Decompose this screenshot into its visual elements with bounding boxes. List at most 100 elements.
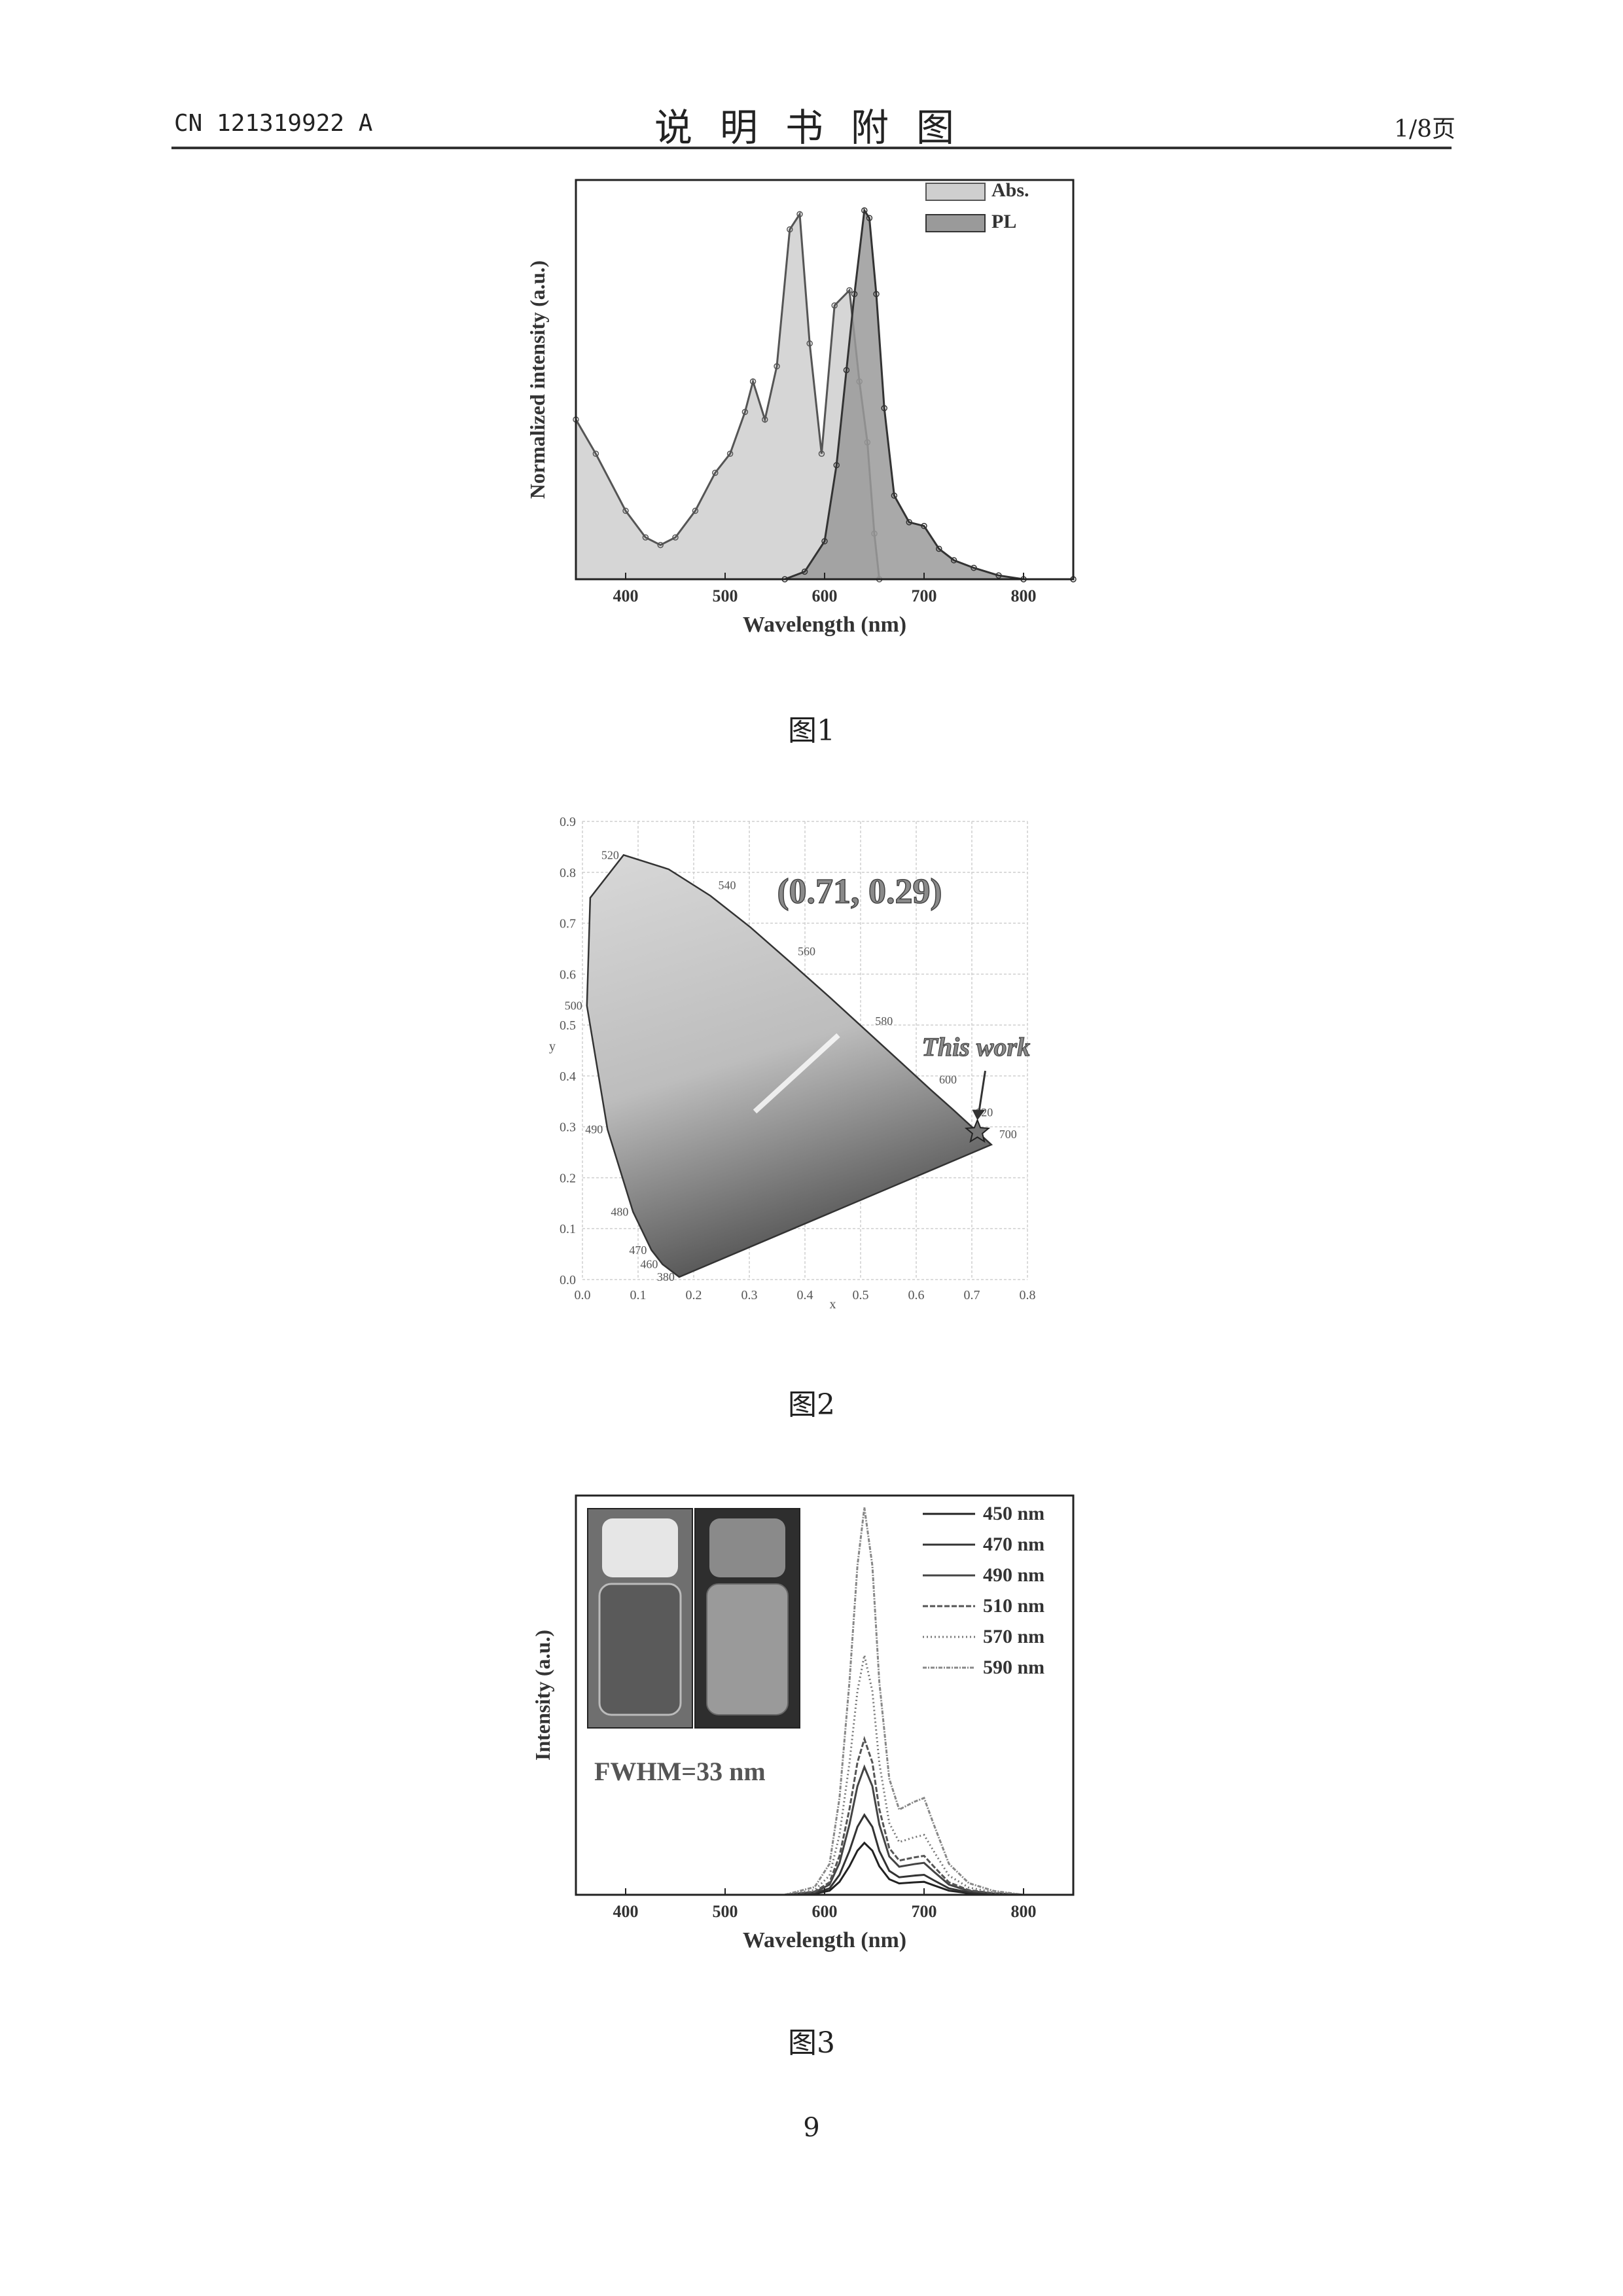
wavelength-label: 600 bbox=[939, 1073, 957, 1086]
figure-3-pl-spectra-chart: 400 500 600 700 800 Wavelength (nm) Intensity … bbox=[531, 1494, 1075, 1952]
inset-vial-photos bbox=[587, 1508, 800, 1729]
x-tick-label: 500 bbox=[713, 1902, 738, 1921]
y-tick-label: 0.3 bbox=[560, 1121, 576, 1135]
data-point bbox=[833, 461, 840, 469]
legend-swatch bbox=[925, 183, 986, 201]
wavelength-label: 540 bbox=[719, 879, 736, 892]
coordinate-annotation: (0.71, 0.29) bbox=[777, 871, 942, 910]
color-coordinate-star bbox=[964, 1118, 991, 1143]
legend-label: Abs. bbox=[991, 179, 1029, 201]
x-tick-label: 0.5 bbox=[853, 1288, 869, 1302]
spectral-locus bbox=[586, 853, 993, 1278]
data-point bbox=[762, 416, 768, 423]
data-point bbox=[774, 363, 780, 370]
series-line-470-nm bbox=[785, 1813, 1073, 1896]
data-point bbox=[995, 572, 1002, 579]
figure-1-caption: 图1 bbox=[788, 714, 835, 747]
data-point bbox=[950, 557, 957, 564]
data-point bbox=[749, 378, 757, 385]
x-tick-label: 700 bbox=[912, 1902, 937, 1921]
vial-body bbox=[598, 1583, 682, 1716]
figure-1-absorption-pl-chart: 400 500 600 700 800 Wavelength (nm) Normalized… bbox=[526, 179, 1077, 637]
series-line-450-nm bbox=[785, 1841, 1073, 1896]
x-tick-label: 600 bbox=[812, 586, 838, 605]
legend-label: 470 nm bbox=[983, 1534, 1044, 1555]
y-tick-label: 0.9 bbox=[560, 815, 576, 829]
data-point bbox=[672, 534, 679, 541]
series-pl-area bbox=[784, 207, 1073, 581]
legend-label: 510 nm bbox=[983, 1595, 1044, 1617]
data-point bbox=[906, 519, 912, 526]
wavelength-label: 500 bbox=[565, 999, 582, 1013]
legend-swatch bbox=[925, 214, 986, 232]
x-tick-label: 0.8 bbox=[1020, 1288, 1036, 1302]
series-line-510-nm bbox=[785, 1736, 1073, 1896]
data-point bbox=[818, 450, 825, 457]
series-line-570-nm bbox=[784, 1655, 1073, 1896]
wavelength-label: 380 bbox=[657, 1270, 675, 1283]
y-tick-label: 0.8 bbox=[560, 866, 576, 880]
x-tick-label: 0.6 bbox=[908, 1288, 925, 1302]
data-point bbox=[971, 564, 977, 571]
data-point bbox=[806, 340, 813, 347]
wavelength-label: 700 bbox=[999, 1128, 1017, 1141]
data-point bbox=[831, 302, 838, 309]
x-tick-label: 600 bbox=[812, 1902, 838, 1921]
x-tick-label: 0.0 bbox=[575, 1288, 591, 1302]
x-tick-label: 0.1 bbox=[630, 1288, 647, 1302]
wavelength-label: 490 bbox=[585, 1123, 603, 1136]
y-tick-label: 0.0 bbox=[560, 1273, 576, 1287]
wavelength-label: 560 bbox=[798, 945, 815, 958]
data-point bbox=[881, 404, 887, 412]
wavelength-label: 480 bbox=[611, 1206, 628, 1219]
x-tick-label: 0.7 bbox=[964, 1288, 980, 1302]
data-point bbox=[801, 568, 808, 575]
blackbody-highlight bbox=[753, 1033, 840, 1114]
data-point bbox=[873, 291, 880, 298]
data-point bbox=[843, 367, 850, 374]
x-tick-label: 500 bbox=[713, 586, 738, 605]
data-point bbox=[787, 226, 793, 233]
y-axis-label: Normalized intensity (a.u.) bbox=[526, 260, 549, 499]
patent-number: CN 121319922 A bbox=[174, 110, 373, 137]
series-line-490-nm bbox=[785, 1764, 1073, 1896]
y-tick-label: 0.1 bbox=[560, 1222, 576, 1236]
fwhm-annotation: FWHM=33 nm bbox=[594, 1757, 766, 1786]
vial-cap bbox=[709, 1518, 785, 1577]
data-point bbox=[726, 450, 734, 457]
vial-cap bbox=[602, 1518, 678, 1577]
wavelength-label: 460 bbox=[640, 1258, 658, 1271]
x-tick-label: 0.2 bbox=[686, 1288, 702, 1302]
data-point bbox=[866, 215, 873, 221]
data-point bbox=[846, 287, 853, 294]
y-axis-label: y bbox=[549, 1039, 556, 1054]
y-tick-label: 0.4 bbox=[560, 1069, 576, 1084]
data-point bbox=[592, 450, 599, 457]
series-line-590-nm bbox=[784, 1507, 1073, 1896]
data-point bbox=[692, 507, 699, 514]
wavelength-label: 470 bbox=[629, 1244, 647, 1257]
x-axis-label: Wavelength (nm) bbox=[743, 613, 906, 637]
wavelength-label: 580 bbox=[875, 1014, 893, 1028]
data-point bbox=[712, 469, 719, 476]
y-axis-label: Intensity (a.u.) bbox=[531, 1630, 554, 1761]
x-tick-label: 400 bbox=[613, 586, 639, 605]
y-tick-label: 0.2 bbox=[560, 1171, 576, 1185]
arrow-shaft bbox=[978, 1070, 986, 1114]
y-tick-label: 0.7 bbox=[560, 917, 576, 931]
legend-label: 590 nm bbox=[983, 1657, 1044, 1678]
legend-label: 450 nm bbox=[983, 1503, 1044, 1524]
x-tick-label: 400 bbox=[613, 1902, 639, 1921]
x-tick-label: 700 bbox=[912, 586, 937, 605]
x-tick-label: 0.3 bbox=[741, 1288, 758, 1302]
this-work-label: This work bbox=[922, 1032, 1031, 1062]
page-number: 9 bbox=[803, 2113, 820, 2143]
header-rule bbox=[171, 147, 1452, 149]
figure-3-caption: 图3 bbox=[788, 2026, 835, 2060]
data-point bbox=[851, 291, 858, 298]
data-point bbox=[921, 522, 927, 529]
page-indicator: 1/8页 bbox=[1394, 116, 1455, 143]
data-point bbox=[642, 534, 649, 541]
data-point bbox=[741, 408, 749, 416]
data-point bbox=[861, 207, 868, 214]
